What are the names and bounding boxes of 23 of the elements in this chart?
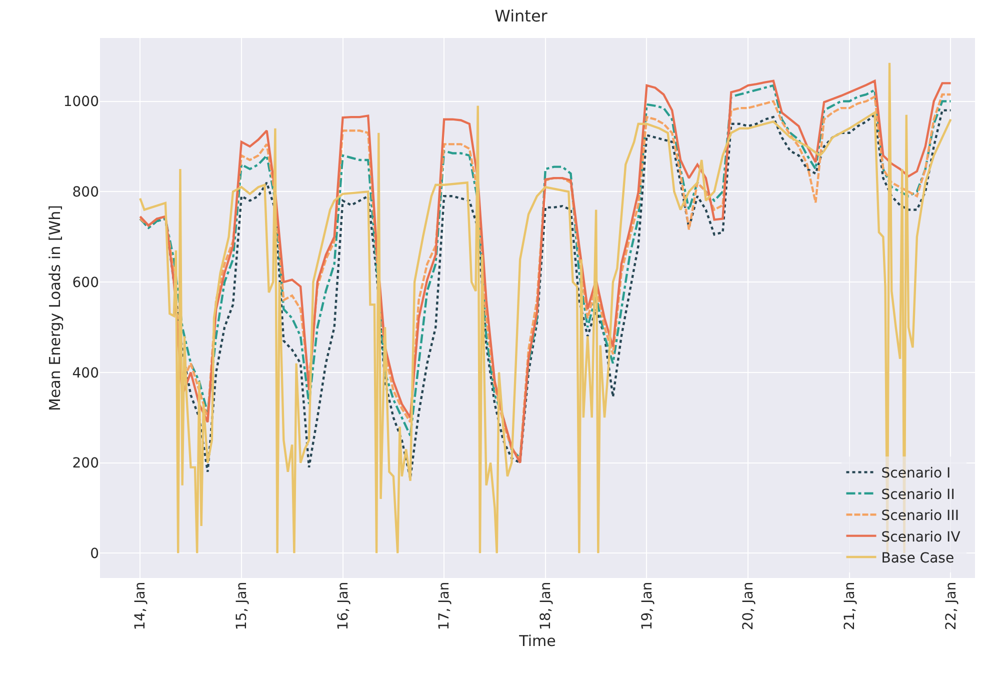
x-tick-label: 20, Jan: [740, 582, 757, 630]
legend-label: Scenario III: [881, 508, 959, 524]
y-tick-label: 600: [72, 274, 99, 291]
x-tick-label: 16, Jan: [335, 582, 352, 630]
x-tick-label: 22, Jan: [943, 582, 960, 630]
x-tick-label: 17, Jan: [436, 582, 453, 630]
x-tick-label: 21, Jan: [842, 582, 858, 630]
x-axis-title: Time: [518, 632, 556, 650]
y-tick-label: 200: [72, 456, 99, 472]
y-tick-label: 1000: [63, 94, 99, 110]
y-tick-label: 0: [90, 546, 99, 562]
y-axis-title: Mean Energy Loads in [Wh]: [46, 205, 64, 411]
legend-label: Scenario II: [881, 486, 955, 503]
chart-title: Winter: [494, 6, 548, 26]
x-tick-label: 19, Jan: [639, 582, 656, 630]
y-tick-label: 800: [72, 184, 99, 201]
x-tick-label: 14, Jan: [132, 582, 149, 630]
legend-label: Base Case: [881, 550, 954, 566]
x-tick-label: 18, Jan: [538, 582, 554, 630]
legend-label: Scenario I: [881, 466, 951, 482]
y-tick-label: 400: [72, 365, 99, 382]
legend-label: Scenario IV: [881, 529, 961, 546]
x-tick-label: 15, Jan: [234, 582, 250, 630]
